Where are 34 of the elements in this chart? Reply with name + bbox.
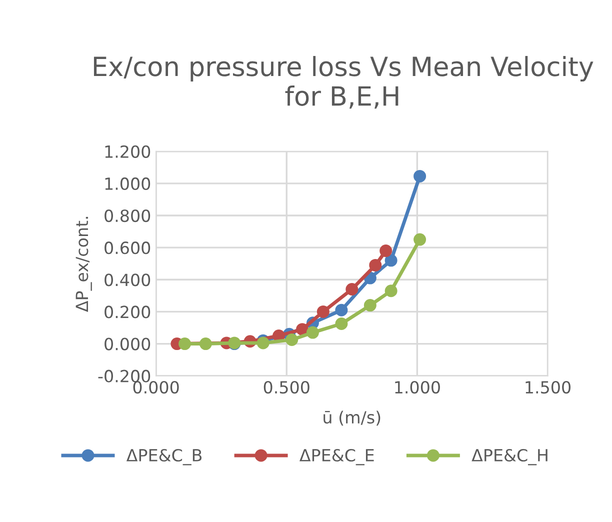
point: [256, 336, 270, 350]
x-tick-label: 1.500: [526, 380, 570, 394]
legend-label: ΔPE&C_E: [300, 448, 374, 466]
y-tick-label: -0.200: [98, 370, 150, 382]
point: [335, 317, 348, 330]
legend-label: ΔPE&C_B: [126, 448, 202, 466]
point: [369, 258, 382, 272]
point: [384, 284, 398, 298]
point: [384, 254, 398, 267]
x-tick-label: 1.000: [395, 380, 440, 394]
y-tick-label: 0.000: [104, 338, 150, 350]
y-tick-label: 0.800: [104, 209, 150, 222]
x-tick-label: 0.500: [264, 380, 310, 394]
chart-title: Ex/con pressure loss Vs Mean Velocity for B,E,H: [94, 56, 594, 109]
point: [286, 334, 298, 346]
y-axis-title: ΔP_ex/cont.: [76, 216, 92, 312]
point: [199, 338, 212, 350]
point: [380, 244, 392, 258]
point: [335, 304, 348, 316]
point: [306, 326, 319, 339]
point: [414, 170, 426, 182]
x-axis-title: ū (m/s): [324, 410, 380, 426]
y-tick-label: 0.400: [104, 274, 150, 286]
y-tick-label: 0.200: [104, 306, 150, 318]
x-tick-label: 0.000: [133, 380, 179, 394]
point: [316, 305, 330, 318]
y-tick-label: 0.600: [104, 242, 150, 254]
point: [346, 283, 358, 296]
point: [364, 299, 376, 312]
legend-label: ΔPE&C_H: [472, 448, 548, 466]
y-tick-label: 1.200: [105, 145, 150, 158]
point: [414, 233, 426, 246]
y-tick-label: 1.000: [105, 177, 150, 190]
point: [178, 338, 192, 350]
